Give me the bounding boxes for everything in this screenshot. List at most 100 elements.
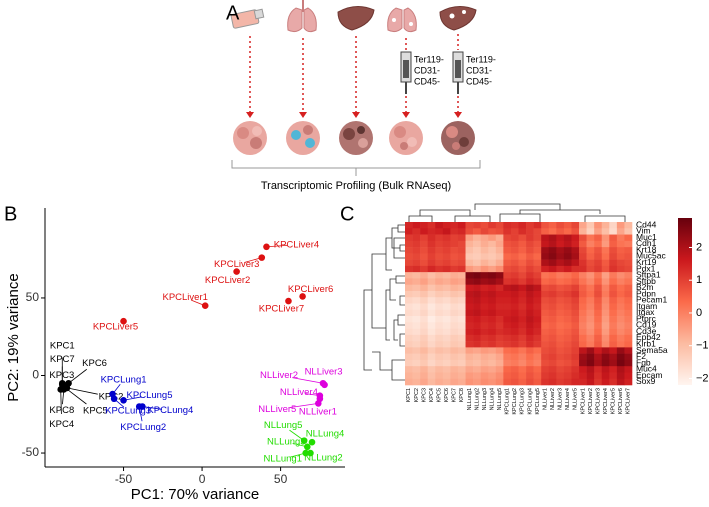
cell — [624, 328, 633, 336]
point-label: KPCLiver5 — [93, 322, 138, 333]
cell — [435, 347, 444, 354]
point-label: NLLiver5 — [258, 404, 296, 415]
point — [263, 243, 270, 251]
cell — [510, 322, 519, 329]
point-label: NLLiver3 — [305, 366, 343, 377]
cell — [427, 278, 436, 285]
cell — [503, 240, 512, 248]
cell — [420, 366, 428, 373]
cell — [601, 334, 610, 342]
cell — [412, 303, 421, 311]
cell — [495, 253, 504, 260]
cell — [457, 366, 466, 373]
cell — [442, 378, 451, 386]
cell — [480, 322, 489, 329]
point — [120, 317, 127, 325]
cell — [563, 265, 572, 273]
cell — [616, 359, 625, 367]
cell — [510, 297, 519, 304]
cell — [609, 234, 618, 242]
point-label: KPCLiver3 — [214, 259, 259, 270]
cell — [518, 359, 527, 367]
cell — [601, 253, 610, 260]
cell — [616, 322, 625, 329]
cell — [450, 259, 459, 267]
cell — [563, 284, 572, 292]
cell — [495, 284, 504, 292]
sort-marker: CD45- — [466, 76, 492, 86]
cell — [450, 372, 459, 380]
cell — [563, 228, 572, 235]
cell — [427, 334, 436, 342]
cell — [594, 372, 603, 380]
point — [120, 397, 127, 404]
cell — [405, 328, 413, 336]
cell — [473, 322, 481, 329]
lung-icon — [287, 0, 317, 33]
cell — [548, 278, 557, 285]
row-label: Cd3e — [636, 326, 657, 336]
cell — [427, 322, 436, 329]
cell — [533, 259, 542, 267]
row-label: Fgb — [636, 357, 651, 367]
cell — [548, 290, 557, 298]
cell — [548, 366, 557, 373]
cell — [624, 347, 633, 354]
cell — [571, 228, 580, 235]
cell — [609, 303, 618, 311]
cell — [556, 272, 565, 279]
arrow-heads — [246, 112, 462, 118]
cell — [488, 309, 497, 317]
colorbar-label: −1 — [696, 340, 709, 352]
row-label: Itgam — [636, 301, 657, 311]
cell — [594, 328, 603, 336]
cell — [465, 247, 474, 254]
cell — [624, 228, 633, 235]
cell — [465, 297, 474, 304]
cell — [503, 353, 512, 361]
cell — [457, 297, 466, 304]
cell — [579, 328, 587, 336]
cell — [420, 247, 428, 254]
cell — [412, 372, 421, 380]
cell — [473, 222, 481, 229]
cell — [420, 228, 428, 235]
cell — [420, 378, 428, 386]
cell — [435, 234, 444, 242]
y-tick-label: 0 — [32, 368, 39, 382]
leader-line — [65, 387, 87, 405]
cell — [412, 228, 421, 235]
cell — [435, 341, 444, 348]
cell — [526, 234, 534, 242]
cell — [427, 378, 436, 386]
cell — [579, 240, 587, 248]
column-label: KPC2 — [414, 388, 420, 402]
cell — [541, 322, 550, 329]
cell — [427, 309, 436, 317]
cell — [563, 297, 572, 304]
cell — [442, 309, 451, 317]
cell — [609, 240, 618, 248]
cell — [518, 265, 527, 273]
cell — [480, 259, 489, 267]
cell — [586, 247, 595, 254]
cell — [594, 290, 603, 298]
cell — [510, 284, 519, 292]
lung-met-icon — [387, 7, 417, 33]
cell — [488, 359, 497, 367]
cell — [586, 334, 595, 342]
cell — [435, 228, 444, 235]
cell — [586, 278, 595, 285]
cell — [616, 240, 625, 248]
cell — [435, 222, 444, 229]
cell — [586, 272, 595, 279]
cell — [616, 234, 625, 242]
cell — [420, 341, 428, 348]
cell — [473, 372, 481, 380]
cell — [563, 366, 572, 373]
cell — [586, 366, 595, 373]
cell — [586, 359, 595, 367]
point — [314, 400, 322, 407]
cell — [427, 259, 436, 267]
cell — [412, 378, 421, 386]
